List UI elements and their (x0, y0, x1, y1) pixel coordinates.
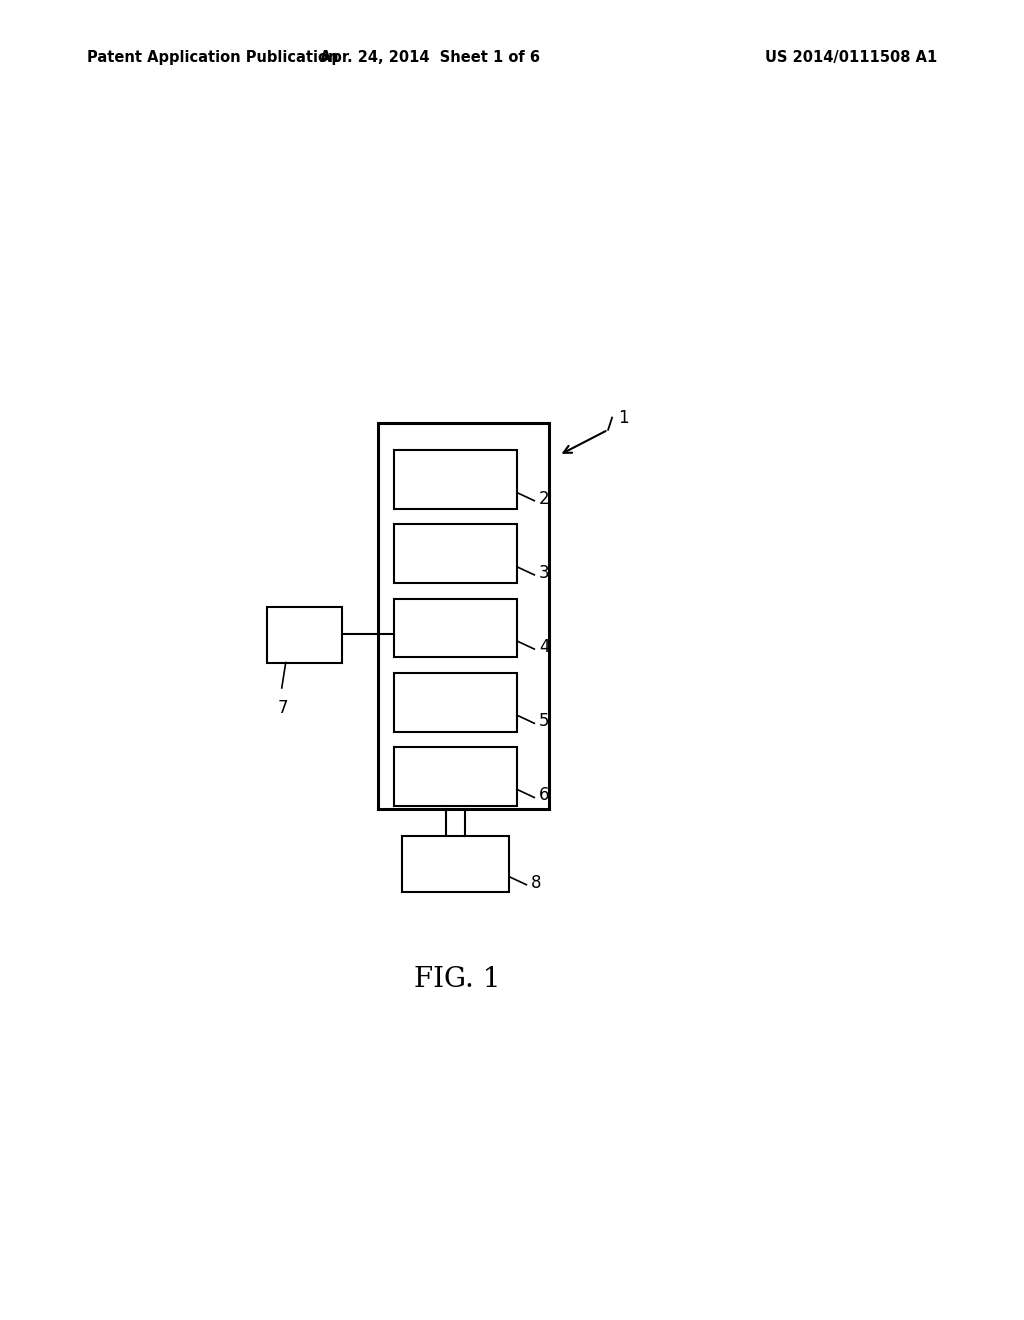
Text: US 2014/0111508 A1: US 2014/0111508 A1 (765, 50, 937, 65)
Text: Apr. 24, 2014  Sheet 1 of 6: Apr. 24, 2014 Sheet 1 of 6 (321, 50, 540, 65)
Text: 5: 5 (539, 713, 550, 730)
Text: 3: 3 (539, 564, 550, 582)
Bar (394, 598, 517, 657)
Bar (401, 837, 509, 892)
Text: Patent Application Publication: Patent Application Publication (87, 50, 339, 65)
Bar (394, 450, 517, 510)
Bar (394, 673, 517, 731)
Text: 4: 4 (539, 638, 550, 656)
Text: 8: 8 (531, 874, 542, 892)
Bar (394, 524, 517, 583)
Text: FIG. 1: FIG. 1 (414, 966, 501, 993)
Bar (267, 607, 342, 663)
Text: 2: 2 (539, 490, 550, 508)
Bar (394, 747, 517, 805)
Bar (378, 422, 549, 809)
Text: 1: 1 (618, 409, 629, 426)
Text: 6: 6 (539, 787, 550, 804)
Text: 7: 7 (279, 700, 289, 717)
